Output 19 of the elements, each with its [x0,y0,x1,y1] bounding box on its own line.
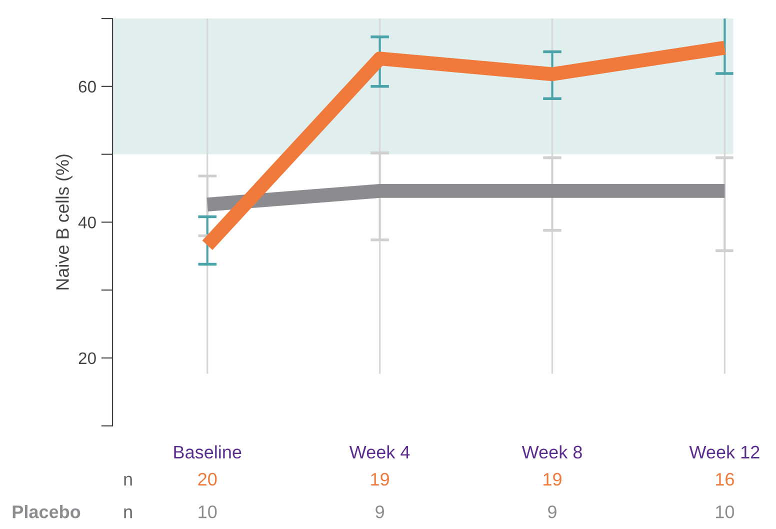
x-tick-label: Week 4 [349,445,410,459]
text: n [124,508,132,518]
text: 9 [376,505,384,518]
text: 20 [198,472,217,486]
text: 19 [371,472,389,486]
y-tick-label: 20 [78,352,96,364]
text: 10 [198,505,217,518]
text: Placebo [12,505,80,518]
x-tick-label: Baseline [174,445,242,459]
y-axis-title: Naive B cells (%) [56,154,72,290]
text: 19 [544,472,562,486]
x-tick-label: Week 8 [522,445,582,459]
y-tick-label: 40 [78,216,96,228]
text: n [124,476,132,486]
text: 9 [548,505,556,518]
text: 16 [716,472,734,486]
x-tick-label: Week 12 [689,445,760,459]
y-tick-label: 60 [78,80,96,93]
text: 10 [716,505,734,518]
